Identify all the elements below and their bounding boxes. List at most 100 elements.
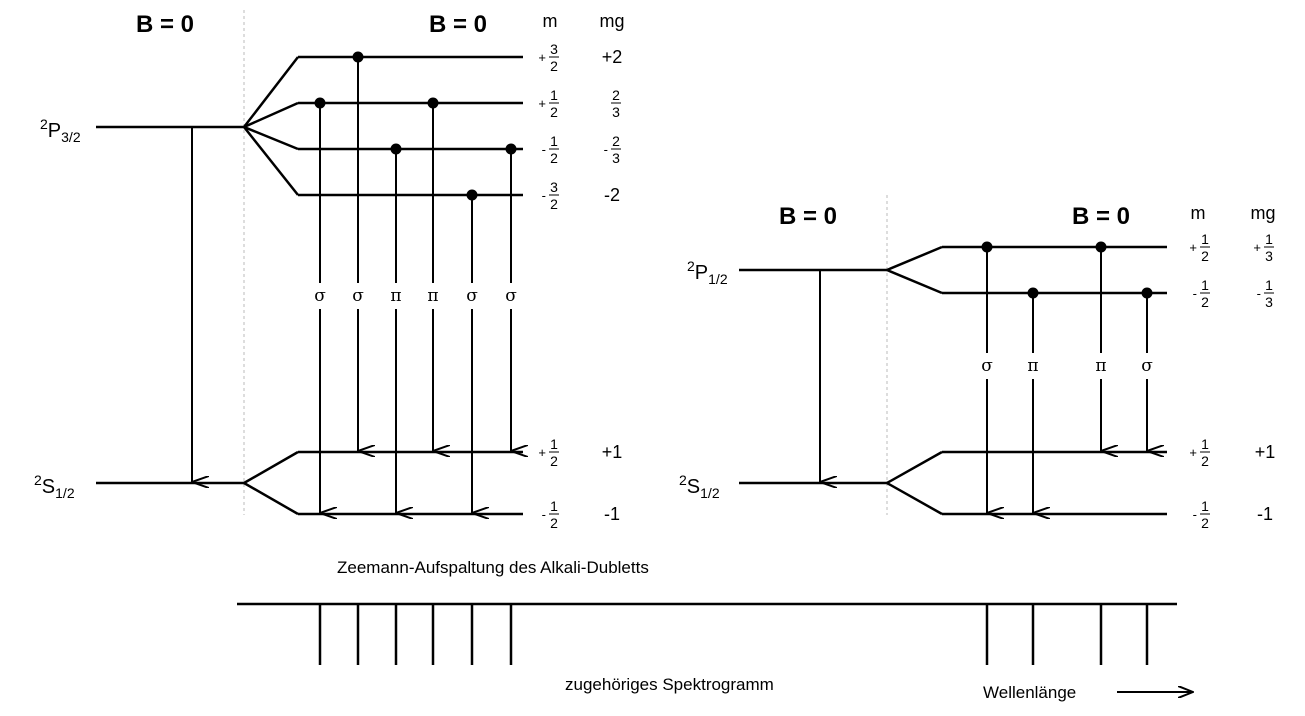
right-m-fraction: +12 [1189, 231, 1210, 264]
left-m-fraction: +32 [538, 41, 559, 74]
right-transition-dot [1027, 287, 1039, 299]
right-m-numerator: 1 [1201, 498, 1209, 514]
left-m-numerator: 1 [550, 133, 558, 149]
left-m-fraction: +12 [538, 87, 559, 120]
left-polarization-label: π [390, 286, 401, 306]
left-field-off-label: B = 0 [136, 11, 194, 38]
spectrogram: zugehöriges Spektrogramm Wellenlänge [237, 602, 1193, 702]
left-polarization-label: σ [505, 286, 517, 306]
right-m-sign: + [1189, 445, 1197, 460]
right-polarization-label: σ [1141, 356, 1153, 376]
left-m-fraction: -12 [542, 133, 559, 166]
right-mg-sign: + [1253, 240, 1261, 255]
left-m-numerator: 3 [550, 179, 558, 195]
left-mg-numerator: 2 [612, 87, 620, 103]
left-transition-dot [352, 51, 364, 63]
left-lower-fan [243, 450, 299, 516]
left-mg-sign: - [604, 142, 608, 157]
right-m-denominator: 2 [1201, 515, 1209, 531]
right-m-denominator: 2 [1201, 453, 1209, 469]
right-polarization-label: σ [981, 356, 993, 376]
left-m-numerator: 3 [550, 41, 558, 57]
right-lower-fan [886, 450, 943, 516]
left-m-denominator: 2 [550, 150, 558, 166]
left-transition-dot [427, 97, 439, 109]
left-transition-dot [314, 97, 326, 109]
spectrogram-caption: zugehöriges Spektrogramm [565, 675, 774, 694]
left-m-numerator: 1 [550, 436, 558, 452]
left-m-sign: - [542, 188, 546, 203]
left-field-on-label: B = 0 [429, 11, 487, 38]
left-m-sign: + [538, 445, 546, 460]
right-mg-denominator: 3 [1265, 294, 1273, 310]
right-m-sign: - [1193, 286, 1197, 301]
left-m-sign: - [542, 507, 546, 522]
wavelength-label: Wellenlänge [983, 683, 1076, 702]
right-m-fraction: +12 [1189, 436, 1210, 469]
right-panel: B = 0 B = 0 m mg 2P1/2 2S1/2 [679, 195, 1276, 516]
right-m-column-header: m [1191, 203, 1206, 223]
right-m-denominator: 2 [1201, 294, 1209, 310]
left-mg-fraction: -23 [604, 133, 621, 166]
right-m-numerator: 1 [1201, 231, 1209, 247]
left-m-denominator: 2 [550, 58, 558, 74]
right-m-sign: + [1189, 240, 1197, 255]
left-transition-dot [390, 143, 402, 155]
right-upper-term-label: 2P1/2 [687, 258, 728, 287]
right-polarization-label: π [1027, 356, 1038, 376]
left-m-sign: + [538, 50, 546, 65]
right-mg-sign: - [1257, 286, 1261, 301]
right-m-sign: - [1193, 507, 1197, 522]
right-m-labels: +12+13-12-13+12 +1-12 -1 [1189, 231, 1275, 531]
left-mg-value: +2 [602, 47, 623, 67]
left-m-denominator: 2 [550, 104, 558, 120]
right-m-fraction: -12 [1193, 498, 1210, 531]
diagram-caption: Zeemann-Aufspaltung des Alkali-Dubletts [337, 558, 649, 577]
right-mg-column-header: mg [1250, 203, 1275, 223]
right-m-numerator: 1 [1201, 436, 1209, 452]
right-transition-dot [981, 241, 993, 253]
left-mg-fraction: 23 [611, 87, 621, 120]
left-polarization-label: π [427, 286, 438, 306]
left-transition-dot [505, 143, 517, 155]
left-mg-denominator: 3 [612, 150, 620, 166]
left-m-denominator: 2 [550, 453, 558, 469]
left-m-fraction: -32 [542, 179, 559, 212]
right-m-numerator: 1 [1201, 277, 1209, 293]
left-mg-value: +1 [602, 442, 623, 462]
left-m-sign: - [542, 142, 546, 157]
left-mg-value: -1 [604, 504, 620, 524]
left-mg-value: -2 [604, 185, 620, 205]
left-polarization-label: σ [466, 286, 478, 306]
right-mg-fraction: -13 [1257, 277, 1274, 310]
left-m-fraction: +12 [538, 436, 559, 469]
left-m-numerator: 1 [550, 87, 558, 103]
right-lower-term-label: 2S1/2 [679, 472, 720, 501]
right-m-fraction: -12 [1193, 277, 1210, 310]
right-mg-value: -1 [1257, 504, 1273, 524]
left-mg-denominator: 3 [612, 104, 620, 120]
left-m-denominator: 2 [550, 515, 558, 531]
left-polarization-label: σ [352, 286, 364, 306]
left-upper-fan [243, 56, 299, 196]
right-mg-fraction: +13 [1253, 231, 1274, 264]
left-m-numerator: 1 [550, 498, 558, 514]
left-polarization-label: σ [314, 286, 326, 306]
right-mg-numerator: 1 [1265, 277, 1273, 293]
right-mg-denominator: 3 [1265, 248, 1273, 264]
left-m-fraction: -12 [542, 498, 559, 531]
right-upper-fan [886, 245, 943, 295]
right-polarization-label: π [1095, 356, 1106, 376]
left-m-sign: + [538, 96, 546, 111]
left-mg-numerator: 2 [612, 133, 620, 149]
left-upper-term-label: 2P3/2 [40, 116, 81, 145]
spectral-lines [318, 604, 1149, 665]
left-m-column-header: m [543, 11, 558, 31]
right-mg-numerator: 1 [1265, 231, 1273, 247]
left-panel: B = 0 B = 0 m mg 2P3/2 2S1/2 [34, 10, 625, 516]
right-transition-dot [1095, 241, 1107, 253]
